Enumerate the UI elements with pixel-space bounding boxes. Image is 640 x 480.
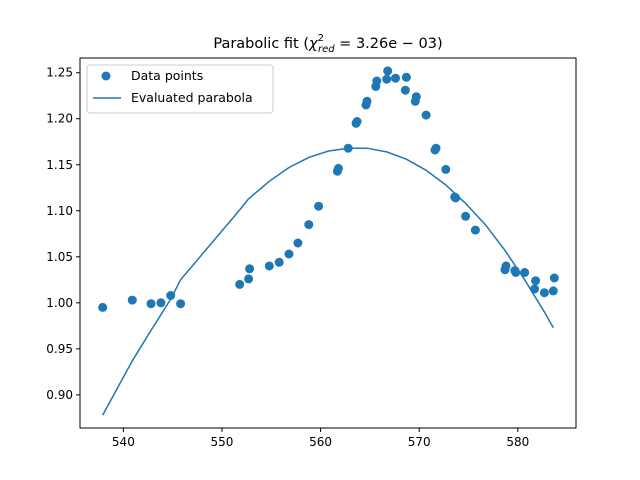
- y-tick-label: 0.95: [46, 342, 73, 356]
- data-point: [431, 143, 441, 153]
- plot-frame: [79, 57, 577, 429]
- data-point: [372, 76, 382, 86]
- data-point: [451, 193, 461, 203]
- data-point: [382, 74, 392, 84]
- y-tick-label: 1.15: [46, 158, 73, 172]
- data-point: [244, 274, 254, 284]
- legend-label-parabola: Evaluated parabola: [131, 90, 253, 105]
- legend-box: [86, 64, 274, 114]
- data-point: [549, 273, 559, 283]
- data-point: [146, 299, 156, 309]
- data-point: [520, 268, 530, 277]
- data-point: [352, 117, 362, 126]
- chart-title: Parabolic fit (χ2 red = 3.26e − 03): [213, 33, 442, 55]
- chart-title-subscript: red: [318, 44, 335, 55]
- data-point: [235, 279, 245, 289]
- data-point: [284, 249, 294, 259]
- chart-title-prefix: Parabolic fit (: [213, 36, 309, 52]
- data-point: [383, 66, 393, 76]
- data-point: [539, 288, 549, 298]
- y-tick-label: 0.90: [46, 388, 73, 402]
- legend-marker-data-points: [101, 71, 111, 81]
- x-tick-label: 560: [309, 435, 332, 449]
- data-point: [441, 164, 451, 174]
- data-point: [274, 257, 284, 267]
- legend-label-data-points: Data points: [131, 68, 203, 83]
- y-tick-label: 1.05: [46, 250, 73, 264]
- data-point: [293, 238, 303, 248]
- data-point: [391, 73, 400, 83]
- data-point: [343, 143, 353, 153]
- data-point: [461, 211, 471, 221]
- chart-title-symbol: χ: [308, 36, 319, 52]
- data-point: [176, 299, 186, 309]
- data-point: [411, 92, 421, 102]
- y-axis-ticks: 0.90 0.95 1.00 1.05 1.10 1.15 1.20 1.25: [46, 66, 80, 402]
- data-point: [400, 85, 410, 95]
- parabola-line: [102, 147, 554, 416]
- y-tick-label: 1.20: [46, 112, 73, 126]
- data-point: [530, 284, 540, 294]
- data-point: [98, 302, 108, 312]
- y-tick-label: 1.10: [46, 204, 73, 218]
- data-point: [166, 291, 176, 300]
- data-point: [245, 264, 255, 274]
- chart-title-superscript: 2: [318, 33, 324, 44]
- parabola-line-layer: [102, 147, 554, 416]
- data-point: [127, 295, 137, 305]
- x-tick-label: 540: [112, 435, 135, 449]
- data-point: [314, 201, 324, 211]
- data-point: [548, 286, 558, 296]
- plot-area: [80, 58, 576, 428]
- data-point: [304, 220, 314, 230]
- data-point: [362, 96, 372, 106]
- x-tick-label: 570: [408, 435, 431, 449]
- data-point: [531, 276, 541, 286]
- data-point: [501, 261, 511, 271]
- data-points-layer: [98, 66, 559, 312]
- data-point: [470, 225, 480, 235]
- data-point: [401, 72, 411, 82]
- x-tick-label: 580: [506, 435, 529, 449]
- data-point: [333, 163, 343, 173]
- x-tick-label: 550: [211, 435, 234, 449]
- chart-title-value: = 3.26e − 03): [335, 36, 443, 52]
- x-axis-ticks: 540 550 560 570 580: [112, 428, 529, 449]
- legend: Data points Evaluated parabola: [86, 64, 274, 114]
- y-tick-label: 1.25: [46, 66, 73, 80]
- data-point: [156, 298, 166, 308]
- data-point: [511, 268, 521, 277]
- y-tick-label: 1.00: [46, 296, 73, 310]
- data-point: [421, 110, 431, 120]
- data-point: [264, 261, 274, 271]
